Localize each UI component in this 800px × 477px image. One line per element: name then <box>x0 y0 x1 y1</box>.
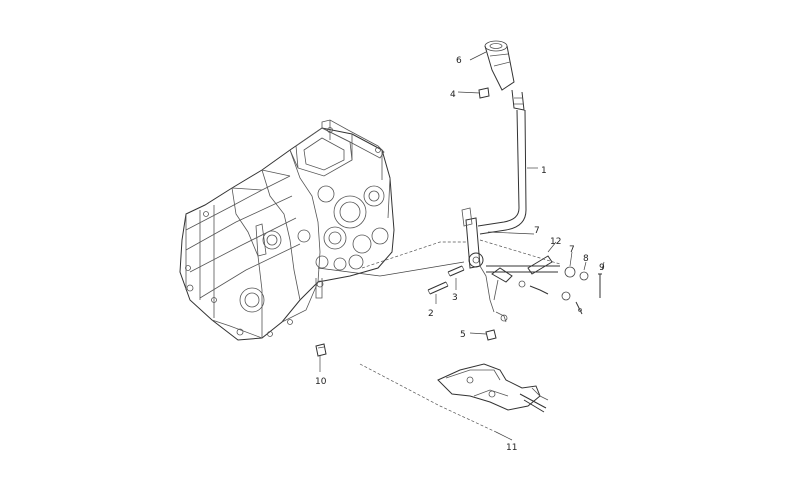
shift-lever <box>461 40 527 313</box>
part-6-leader <box>469 51 487 61</box>
drain-plug-part-10 <box>315 343 327 372</box>
label-part-7-left: 7 <box>534 226 540 236</box>
label-part-4: 4 <box>450 90 456 100</box>
shift-linkage <box>427 231 605 341</box>
label-part-5: 5 <box>460 330 466 340</box>
assembly-guide-line <box>361 241 466 269</box>
label-part-2: 2 <box>428 309 434 319</box>
label-part-6: 6 <box>456 56 462 66</box>
label-part-1: 1 <box>541 166 547 176</box>
housing-leader-line <box>317 261 465 277</box>
bolt-part-4 <box>457 87 490 99</box>
bottom-cover-part-11 <box>359 363 549 441</box>
label-part-8: 8 <box>583 254 589 264</box>
gearbox-housing <box>179 119 395 341</box>
part-labels: 1 2 3 4 5 6 7 7 8 9 10 11 12 <box>315 56 605 453</box>
label-part-12: 12 <box>550 237 561 247</box>
label-part-9: 9 <box>599 263 605 273</box>
label-part-11: 11 <box>506 443 517 453</box>
label-part-10: 10 <box>315 377 327 387</box>
label-part-3: 3 <box>452 293 458 303</box>
label-part-7-right: 7 <box>569 245 575 255</box>
